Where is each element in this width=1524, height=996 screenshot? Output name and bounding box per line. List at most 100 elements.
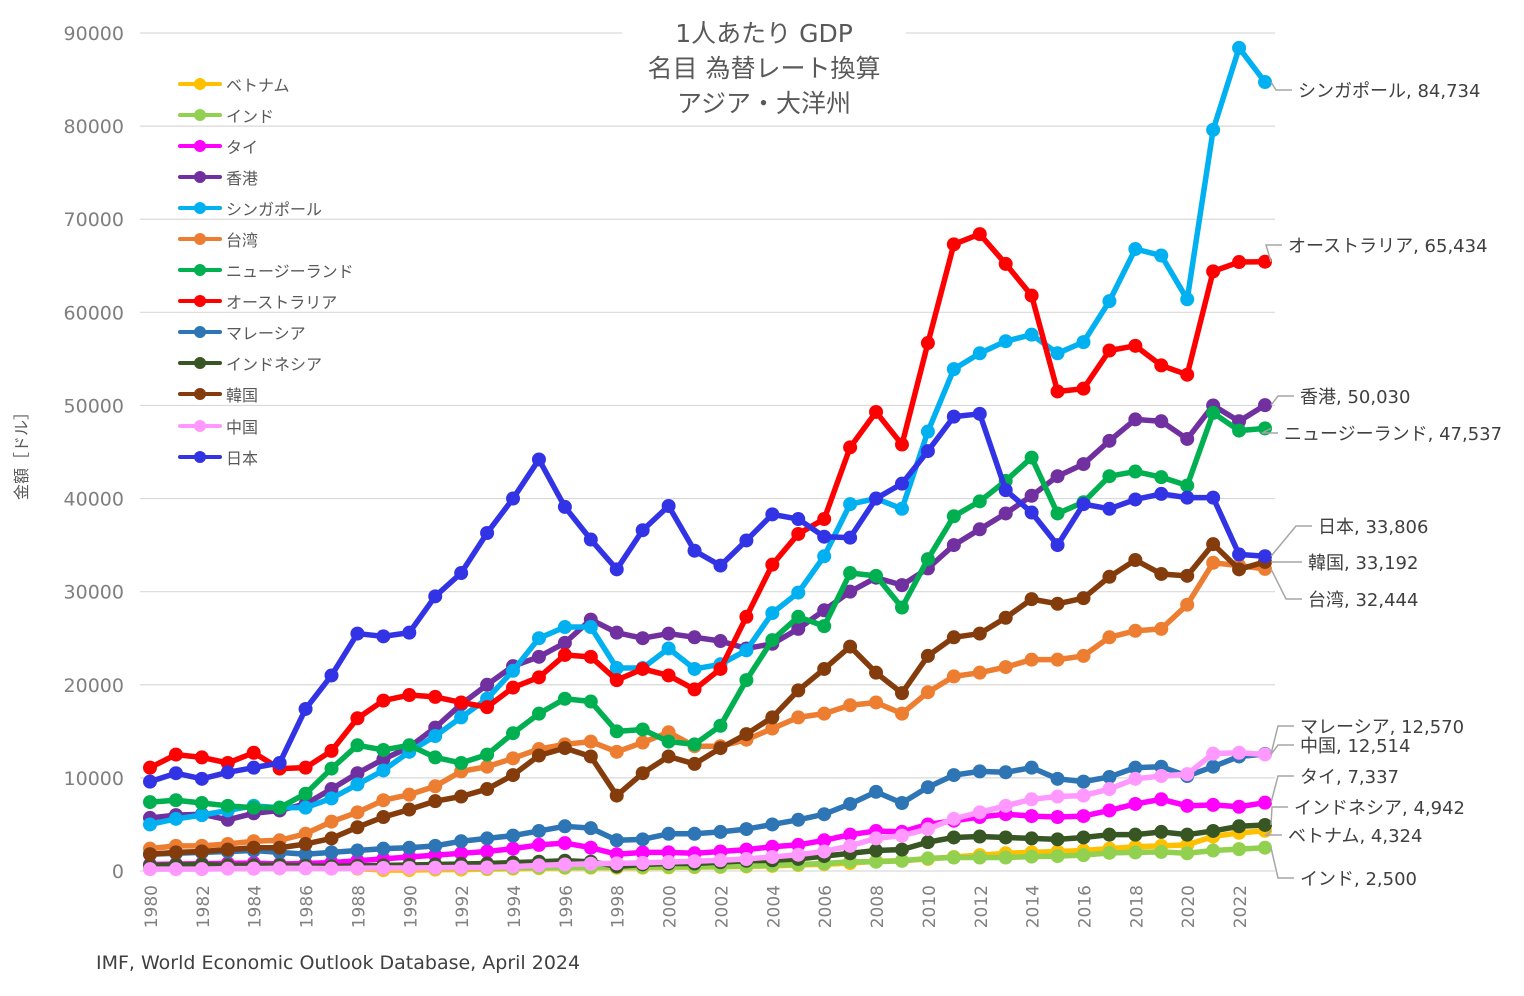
legend-label: 中国 xyxy=(226,417,259,437)
y-tick-label: 20000 xyxy=(64,675,124,697)
data-point xyxy=(480,747,495,762)
data-point xyxy=(246,760,261,775)
data-point xyxy=(1076,648,1091,663)
data-point xyxy=(1076,497,1091,512)
legend-marker xyxy=(176,263,224,277)
legend-label: インド xyxy=(226,106,275,126)
data-point xyxy=(661,626,676,641)
data-point xyxy=(506,491,521,506)
data-point xyxy=(739,533,754,548)
data-point xyxy=(739,673,754,688)
data-point xyxy=(1154,358,1169,373)
legend-marker xyxy=(176,450,224,464)
data-point xyxy=(557,741,572,756)
data-point xyxy=(428,794,443,809)
legend-label: シンガポール xyxy=(226,199,323,219)
data-point xyxy=(765,606,780,621)
data-point xyxy=(635,735,650,750)
end-label-text: マレーシア, 12,570 xyxy=(1300,717,1464,738)
data-point xyxy=(920,851,935,866)
data-point xyxy=(1050,832,1065,847)
data-point xyxy=(531,452,546,467)
data-point xyxy=(998,660,1013,675)
data-point xyxy=(869,491,884,506)
data-point xyxy=(661,855,676,870)
legend-marker xyxy=(176,170,224,184)
data-point xyxy=(454,710,469,725)
data-point xyxy=(1128,242,1143,257)
end-label-マレーシア: マレーシア, 12,570 xyxy=(1270,717,1464,755)
data-point xyxy=(635,766,650,781)
legend-label: ベトナム xyxy=(226,75,290,95)
legend-item: ベトナム xyxy=(176,68,386,99)
legend-item: マレーシア xyxy=(176,317,386,348)
data-point xyxy=(843,796,858,811)
x-tick-label: 2020 xyxy=(1179,885,1199,928)
data-point xyxy=(506,859,521,874)
data-point xyxy=(402,625,417,640)
data-point xyxy=(687,682,702,697)
leader-line xyxy=(1270,525,1312,557)
data-point xyxy=(869,568,884,583)
data-point xyxy=(350,820,365,835)
data-point xyxy=(324,791,339,806)
end-label-インドネシア: インドネシア, 4,942 xyxy=(1270,798,1465,826)
data-point xyxy=(1050,469,1065,484)
data-point xyxy=(350,711,365,726)
x-tick-label: 2010 xyxy=(920,885,940,928)
chart-title-line-1: 1人あたり GDP xyxy=(675,19,853,48)
data-point xyxy=(1206,264,1221,279)
data-point xyxy=(791,812,806,827)
data-point xyxy=(1258,75,1272,90)
data-point xyxy=(1128,827,1143,842)
data-point xyxy=(843,698,858,713)
series-lines xyxy=(143,40,1272,878)
data-point xyxy=(376,793,391,808)
data-point xyxy=(609,856,624,871)
data-point xyxy=(1206,490,1221,505)
data-point xyxy=(1102,501,1117,516)
data-point xyxy=(765,507,780,522)
data-point xyxy=(998,798,1013,813)
data-point xyxy=(687,756,702,771)
data-point xyxy=(1102,769,1117,784)
data-point xyxy=(894,828,909,843)
legend-item: 日本 xyxy=(176,441,386,472)
legend-marker xyxy=(176,232,224,246)
series-オーストラリア xyxy=(143,227,1272,776)
data-point xyxy=(1076,591,1091,606)
end-label-text: オーストラリア, 65,434 xyxy=(1288,236,1488,257)
data-point xyxy=(583,532,598,547)
data-point xyxy=(583,734,598,749)
data-point xyxy=(1128,760,1143,775)
data-point xyxy=(661,499,676,514)
data-point xyxy=(1206,746,1221,761)
data-point xyxy=(1102,469,1117,484)
data-point xyxy=(817,661,832,676)
data-point xyxy=(350,766,365,781)
legend-marker xyxy=(176,325,224,339)
data-point xyxy=(506,751,521,766)
data-point xyxy=(920,648,935,663)
data-point xyxy=(946,830,961,845)
data-point xyxy=(557,635,572,650)
data-point xyxy=(1024,809,1039,824)
data-point xyxy=(920,685,935,700)
data-point xyxy=(324,761,339,776)
x-tick-label: 1990 xyxy=(401,885,421,928)
data-point xyxy=(998,610,1013,625)
data-point xyxy=(972,764,987,779)
data-point xyxy=(298,800,313,815)
data-point xyxy=(1102,827,1117,842)
x-tick-label: 2004 xyxy=(764,885,784,928)
data-point xyxy=(843,639,858,654)
data-point xyxy=(480,677,495,692)
data-point xyxy=(946,850,961,865)
x-tick-label: 1998 xyxy=(609,885,629,928)
data-point xyxy=(557,647,572,662)
data-point xyxy=(817,619,832,634)
data-point xyxy=(998,334,1013,349)
data-point xyxy=(713,558,728,573)
data-point xyxy=(298,760,313,775)
data-point xyxy=(713,634,728,649)
